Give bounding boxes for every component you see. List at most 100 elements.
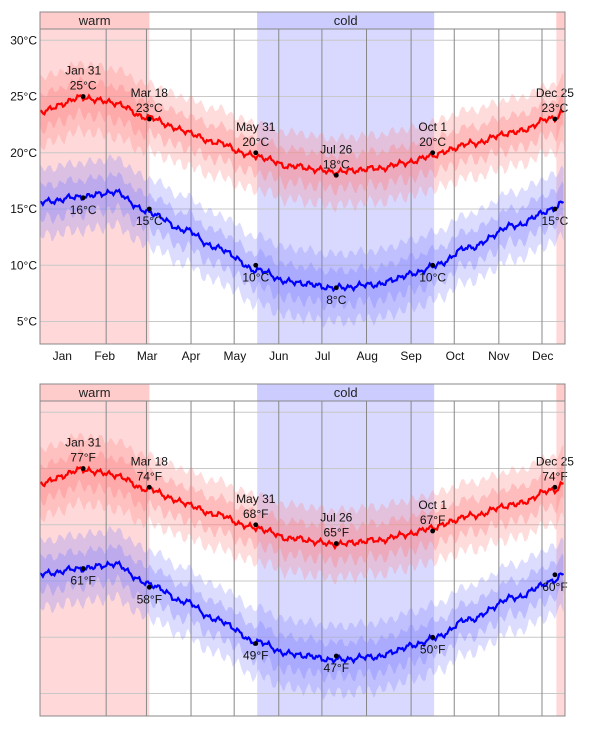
season-label-warm: warm	[78, 13, 111, 28]
y-tick-label: 15°C	[10, 202, 37, 216]
month-label-aug: Aug	[357, 349, 378, 363]
high-date-label: Oct 1	[418, 498, 447, 512]
plot-frame	[39, 383, 566, 717]
high-date-label: May 31	[236, 120, 276, 134]
high-temperature-line	[39, 465, 564, 551]
high-marker	[333, 172, 339, 178]
high-value-label: 23°C	[136, 101, 163, 115]
y-tick-label: 25°C	[10, 90, 37, 104]
y-tick-label: 5°C	[17, 315, 37, 329]
month-label-mar: Mar	[137, 349, 158, 363]
season-label-cold: cold	[334, 13, 358, 28]
low-marker	[146, 206, 152, 212]
low-value-label: 47°F	[324, 661, 349, 675]
low-value-label: 61°F	[70, 574, 95, 588]
high-marker	[146, 116, 152, 122]
low-value-label: 58°F	[137, 592, 162, 606]
high-marker	[333, 541, 339, 546]
high-marker	[253, 522, 259, 528]
low-marker	[552, 572, 558, 578]
low-value-label: 15°C	[136, 214, 163, 228]
low-marker	[253, 641, 259, 646]
high-value-label: 77°F	[70, 451, 95, 465]
season-band-warm-end	[556, 12, 565, 344]
high-temperature-line	[39, 93, 564, 178]
month-label-feb: Feb	[94, 349, 115, 363]
season-label-warm: warm	[78, 385, 111, 400]
high-inner-band	[40, 448, 564, 568]
high-value-label: 18°C	[323, 157, 350, 171]
low-value-label: 15°C	[542, 214, 569, 228]
month-label-sep: Sep	[400, 349, 422, 363]
low-temperature-line	[39, 560, 564, 665]
y-tick-label: 20°C	[10, 146, 37, 160]
month-label-jul: Jul	[315, 349, 330, 363]
high-inner-band	[40, 76, 564, 196]
month-label-dec: Dec	[532, 349, 553, 363]
season-header-warm-end	[556, 384, 565, 401]
high-marker	[253, 150, 259, 156]
high-date-label: Jul 26	[320, 142, 352, 156]
month-label-apr: Apr	[182, 349, 201, 363]
high-date-label: Dec 25	[536, 454, 574, 468]
y-tick-label: 10°C	[10, 258, 37, 272]
season-header-cold	[257, 12, 435, 29]
low-value-label: 8°C	[326, 293, 346, 307]
low-inner-band	[40, 171, 564, 311]
high-value-label: 20°C	[419, 135, 446, 149]
low-inner-band	[40, 543, 564, 683]
high-date-label: Jan 31	[65, 436, 101, 450]
high-marker	[80, 466, 86, 471]
y-tick-label: 30°C	[10, 33, 37, 47]
low-value-label: 60°F	[542, 580, 567, 594]
low-marker	[333, 653, 339, 659]
high-date-label: Mar 18	[131, 454, 169, 468]
high-date-label: May 31	[236, 492, 276, 506]
high-marker	[552, 484, 558, 490]
high-value-label: 74°F	[137, 469, 162, 483]
season-header-cold	[257, 384, 435, 401]
low-marker	[253, 262, 259, 268]
low-outer-band	[40, 154, 564, 329]
low-marker	[552, 206, 558, 212]
high-value-label: 23°C	[542, 101, 569, 115]
high-marker	[552, 116, 558, 122]
high-marker	[430, 150, 436, 156]
low-marker	[80, 566, 86, 571]
high-date-label: Oct 1	[418, 120, 447, 134]
high-marker	[146, 484, 152, 490]
season-header-warm-end	[556, 12, 565, 29]
low-value-label: 16°C	[70, 203, 97, 217]
season-band-warm	[40, 12, 150, 344]
high-value-label: 25°C	[70, 79, 97, 93]
high-value-label: 20°C	[242, 135, 269, 149]
low-outer-band	[40, 526, 564, 701]
month-label-jun: Jun	[269, 349, 288, 363]
low-marker	[80, 195, 86, 201]
high-date-label: Jul 26	[320, 511, 352, 525]
low-value-label: 10°C	[242, 270, 269, 284]
month-label-oct: Oct	[446, 349, 465, 363]
season-label-cold: cold	[334, 385, 358, 400]
high-value-label: 67°F	[420, 513, 445, 527]
low-value-label: 10°C	[419, 270, 446, 284]
season-band-warm-end	[556, 384, 565, 716]
high-outer-band	[40, 60, 564, 213]
season-band-warm	[40, 384, 150, 716]
high-value-label: 74°F	[542, 469, 567, 483]
month-label-jan: Jan	[53, 349, 72, 363]
low-value-label: 49°F	[243, 649, 268, 663]
month-label-may: May	[224, 349, 247, 363]
high-date-label: Jan 31	[65, 64, 101, 78]
low-marker	[146, 584, 152, 590]
month-label-nov: Nov	[488, 349, 509, 363]
high-date-label: Mar 18	[131, 86, 169, 100]
high-marker	[430, 528, 436, 534]
high-value-label: 65°F	[324, 526, 349, 540]
low-marker	[333, 285, 339, 291]
season-header-warm	[40, 12, 150, 29]
plot-frame	[39, 11, 566, 345]
low-marker	[430, 262, 436, 268]
